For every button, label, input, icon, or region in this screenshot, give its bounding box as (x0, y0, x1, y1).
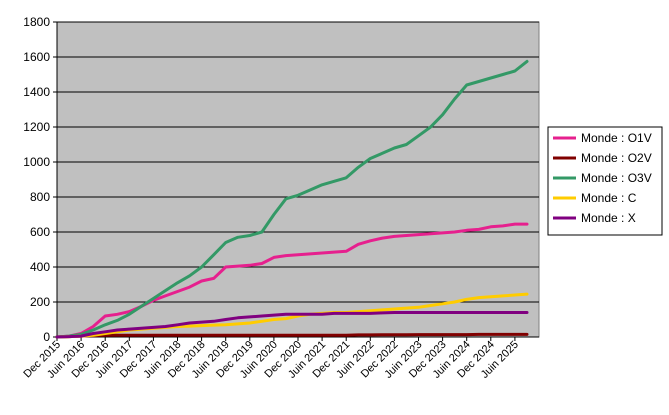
plot-area (56, 21, 540, 338)
y-tick-label: 400 (30, 260, 50, 274)
y-tick-label: 1800 (23, 15, 50, 29)
legend: Monde : O1V Monde : O2V Monde : O3V Monde :… (547, 126, 663, 236)
series-line-4 (55, 311, 529, 339)
legend-label: Monde : X (581, 211, 636, 225)
series-line-2 (55, 59, 529, 339)
y-tick-label: 1400 (23, 85, 50, 99)
y-tick-label: 0 (43, 330, 50, 344)
y-tick-label: 200 (30, 295, 50, 309)
y-tick-label: 600 (30, 225, 50, 239)
y-tick-label: 1200 (23, 120, 50, 134)
legend-label: Monde : C (581, 191, 637, 205)
y-axis-ticks: 0 200 400 600 800 1000 1200 1400 1600 1800 (23, 15, 57, 344)
y-tick-label: 800 (30, 190, 50, 204)
gridlines (57, 21, 539, 303)
y-tick-label: 1000 (23, 155, 50, 169)
legend-label: Monde : O2V (581, 151, 652, 165)
legend-label: Monde : O3V (581, 171, 652, 185)
series-lines (55, 59, 529, 339)
legend-label: Monde : O1V (581, 131, 652, 145)
y-tick-label: 1600 (23, 50, 50, 64)
series-line-1 (55, 332, 529, 339)
